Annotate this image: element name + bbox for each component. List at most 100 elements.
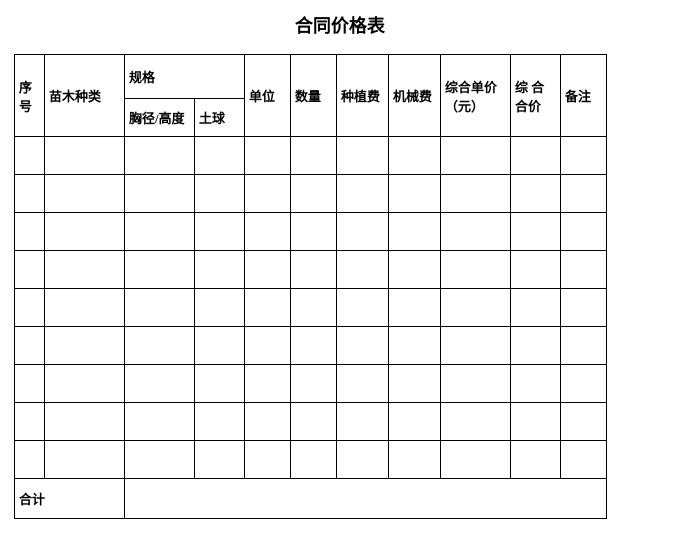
cell — [15, 403, 45, 441]
cell — [245, 175, 291, 213]
cell — [389, 403, 441, 441]
cell — [125, 213, 195, 251]
cell — [15, 213, 45, 251]
cell — [45, 327, 125, 365]
cell — [15, 251, 45, 289]
footer-label: 合计 — [15, 479, 125, 519]
cell — [441, 251, 511, 289]
cell — [195, 137, 245, 175]
cell — [337, 289, 389, 327]
cell — [45, 213, 125, 251]
cell — [245, 327, 291, 365]
cell — [45, 441, 125, 479]
cell — [45, 403, 125, 441]
cell — [511, 441, 561, 479]
cell — [337, 137, 389, 175]
cell — [45, 289, 125, 327]
cell — [45, 365, 125, 403]
cell — [245, 403, 291, 441]
cell — [245, 213, 291, 251]
cell — [195, 175, 245, 213]
cell — [389, 289, 441, 327]
cell — [511, 289, 561, 327]
cell — [511, 327, 561, 365]
cell — [561, 137, 607, 175]
cell — [511, 213, 561, 251]
table-row — [15, 327, 607, 365]
table-row — [15, 441, 607, 479]
cell — [245, 251, 291, 289]
cell — [15, 441, 45, 479]
cell — [125, 365, 195, 403]
cell — [561, 403, 607, 441]
cell — [15, 137, 45, 175]
cell — [291, 327, 337, 365]
footer-value — [125, 479, 607, 519]
cell — [511, 365, 561, 403]
cell — [389, 251, 441, 289]
cell — [195, 441, 245, 479]
th-spec-sub2: 土球 — [195, 99, 245, 137]
cell — [125, 175, 195, 213]
cell — [337, 365, 389, 403]
cell — [389, 365, 441, 403]
table-head: 序号 苗木种类 规格 单位 数量 种植费 机械费 综合单价（元） 综 合合价 备… — [15, 55, 607, 137]
table-row — [15, 213, 607, 251]
table-row — [15, 137, 607, 175]
cell — [389, 327, 441, 365]
cell — [511, 175, 561, 213]
cell — [291, 289, 337, 327]
table-row — [15, 365, 607, 403]
contract-price-table: 序号 苗木种类 规格 单位 数量 种植费 机械费 综合单价（元） 综 合合价 备… — [14, 54, 607, 519]
cell — [45, 175, 125, 213]
th-unit-price: 综合单价（元） — [441, 55, 511, 137]
cell — [561, 441, 607, 479]
cell — [389, 213, 441, 251]
cell — [195, 365, 245, 403]
cell — [291, 175, 337, 213]
cell — [441, 441, 511, 479]
cell — [15, 365, 45, 403]
table-row — [15, 175, 607, 213]
cell — [561, 175, 607, 213]
cell — [337, 403, 389, 441]
th-qty: 数量 — [291, 55, 337, 137]
cell — [195, 251, 245, 289]
cell — [125, 403, 195, 441]
cell — [45, 251, 125, 289]
cell — [441, 403, 511, 441]
th-category: 苗木种类 — [45, 55, 125, 137]
cell — [561, 251, 607, 289]
cell — [511, 251, 561, 289]
cell — [441, 175, 511, 213]
cell — [337, 175, 389, 213]
th-unit: 单位 — [245, 55, 291, 137]
table-body: 合计 — [15, 137, 607, 519]
th-remark: 备注 — [561, 55, 607, 137]
cell — [195, 403, 245, 441]
cell — [125, 137, 195, 175]
cell — [441, 213, 511, 251]
cell — [15, 327, 45, 365]
cell — [291, 365, 337, 403]
cell — [561, 365, 607, 403]
cell — [45, 137, 125, 175]
cell — [125, 289, 195, 327]
cell — [561, 289, 607, 327]
table-footer-row: 合计 — [15, 479, 607, 519]
cell — [195, 213, 245, 251]
table-row — [15, 289, 607, 327]
cell — [245, 137, 291, 175]
cell — [337, 251, 389, 289]
cell — [15, 175, 45, 213]
cell — [337, 327, 389, 365]
th-total-price: 综 合合价 — [511, 55, 561, 137]
cell — [441, 137, 511, 175]
cell — [291, 213, 337, 251]
page-title: 合同价格表 — [0, 0, 680, 54]
cell — [195, 289, 245, 327]
cell — [245, 441, 291, 479]
cell — [291, 403, 337, 441]
cell — [337, 441, 389, 479]
th-machine-fee: 机械费 — [389, 55, 441, 137]
